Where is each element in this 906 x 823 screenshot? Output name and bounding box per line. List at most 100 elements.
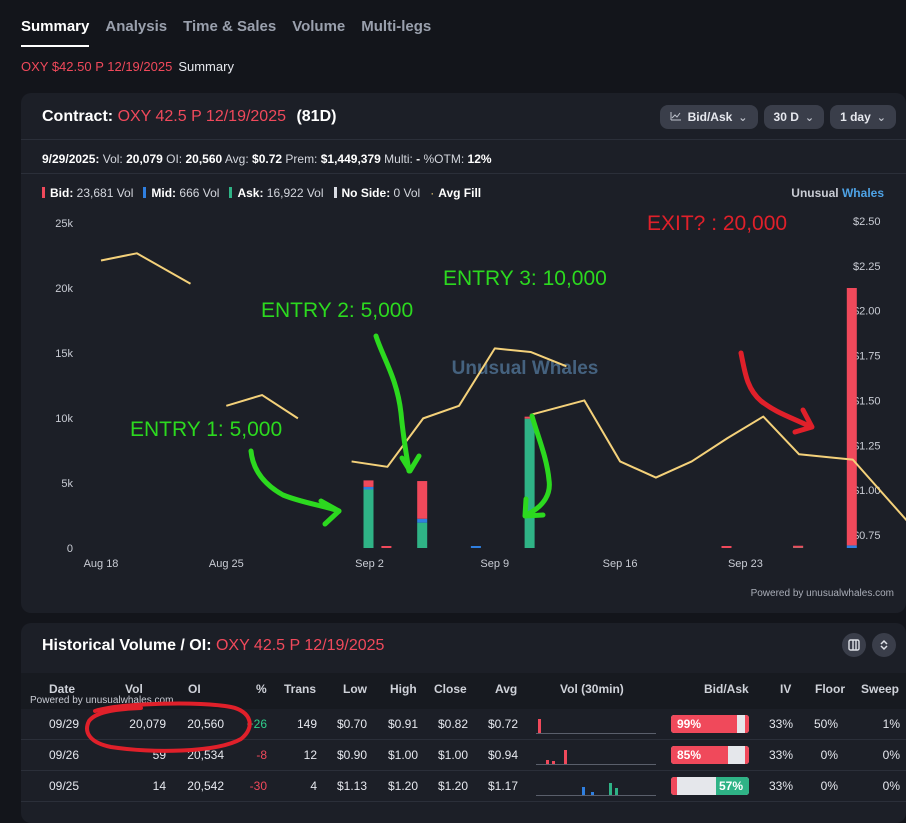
brand-part1: Unusual xyxy=(791,186,839,200)
y-right-tick-label: $2.00 xyxy=(853,306,881,318)
range-label: 30 D xyxy=(773,110,799,124)
col-close[interactable]: Close xyxy=(434,682,467,696)
y-right-tick-label: $1.00 xyxy=(853,485,881,497)
stats-avg-label: Avg: xyxy=(224,152,249,166)
cell-close: $1.00 xyxy=(437,748,468,762)
cell-trans: 12 xyxy=(303,748,317,762)
powered-by[interactable]: Powered by unusualwhales.com xyxy=(750,588,894,599)
legend-ask[interactable]: Ask: 16,922 Vol xyxy=(229,186,324,200)
tab-analysis[interactable]: Analysis xyxy=(105,18,168,35)
legend-bid-swatch xyxy=(42,187,45,198)
tab-multi-legs[interactable]: Multi-legs xyxy=(361,18,432,35)
volume-bar-ask xyxy=(363,489,374,548)
cell-low: $0.70 xyxy=(336,717,367,731)
avg-fill-segment xyxy=(100,252,191,285)
x-tick-label: Sep 2 xyxy=(355,558,384,570)
vol-oi-circle-annotation xyxy=(85,701,252,753)
y-right-tick-label: $2.25 xyxy=(853,261,881,273)
mini-volume-bar xyxy=(564,750,567,764)
y-right-tick-label: $1.75 xyxy=(853,351,881,363)
col-high[interactable]: High xyxy=(390,682,417,696)
col-pct[interactable]: % xyxy=(256,682,267,696)
cell-date: 09/26 xyxy=(49,748,80,762)
col-floor[interactable]: Floor xyxy=(815,682,845,696)
mini-volume-bar xyxy=(552,761,555,764)
hand-annotations: ENTRY 1: 5,000 ENTRY 2: 5,000 ENTRY 3: 1… xyxy=(130,212,815,527)
expand-collapse-icon[interactable] xyxy=(872,633,896,657)
top-tabs: Summary Analysis Time & Sales Volume Mul… xyxy=(21,18,447,47)
col-bidask[interactable]: Bid/Ask xyxy=(704,682,749,696)
volume-bar-mid xyxy=(363,486,374,490)
table-row[interactable]: 09/25 14 20,542 -30 4 $1.13 $1.20 $1.20 $1.17 33%… xyxy=(21,771,906,802)
col-avg[interactable]: Avg xyxy=(495,682,518,696)
bidask-ask-sliver xyxy=(745,746,749,764)
x-tick-label: Sep 9 xyxy=(480,558,509,570)
legend-avgfill-label: Avg Fill xyxy=(438,186,482,200)
mini-volume-bar xyxy=(582,787,585,795)
tab-time-sales[interactable]: Time & Sales xyxy=(183,18,277,35)
cell-low: $0.90 xyxy=(336,748,367,762)
legend-bid-value: 23,681 Vol xyxy=(76,186,134,200)
col-trans[interactable]: Trans xyxy=(284,682,317,696)
legend-mid[interactable]: Mid: 666 Vol xyxy=(143,186,219,200)
interval-dropdown[interactable]: 1 day ⌄ xyxy=(830,105,896,129)
bidask-fill xyxy=(671,746,729,764)
legend-noside[interactable]: No Side: 0 Vol xyxy=(333,186,420,200)
legend-bid[interactable]: Bid: 23,681 Vol xyxy=(42,186,133,200)
col-vol[interactable]: Vol xyxy=(125,682,143,696)
col-sweep[interactable]: Sweep xyxy=(861,682,900,696)
volume-bar-ask xyxy=(417,522,428,548)
cell-avg: $1.17 xyxy=(487,779,518,793)
chevron-down-icon: ⌄ xyxy=(804,111,815,124)
cell-sweep: 1% xyxy=(882,717,900,731)
cell-avg: $0.72 xyxy=(487,717,518,731)
bidask-fill xyxy=(716,777,749,795)
volume-bar-bid xyxy=(381,546,392,548)
stats-avg: $0.72 xyxy=(252,152,283,166)
table-row[interactable]: 09/29 20,079 20,560 +26 149 $0.70 $0.91 $0.82 $0… xyxy=(21,709,906,740)
range-dropdown[interactable]: 30 D ⌄ xyxy=(763,105,825,129)
table-body: 09/29 20,079 20,560 +26 149 $0.70 $0.91 $0.82 $0… xyxy=(21,709,906,802)
legend-ask-value: 16,922 Vol xyxy=(266,186,324,200)
mini-volume-chart xyxy=(536,713,656,734)
cell-floor: 50% xyxy=(813,717,838,731)
col-vol-30min[interactable]: Vol (30min) xyxy=(560,682,624,696)
mini-volume-bar xyxy=(591,792,594,795)
cell-iv: 33% xyxy=(768,779,793,793)
contract-title: Contract: OXY 42.5 P 12/19/2025 (81D) xyxy=(42,108,336,126)
historical-contract: OXY 42.5 P 12/19/2025 xyxy=(215,637,385,654)
breadcrumb-symbol[interactable]: OXY $42.50 P 12/19/2025 xyxy=(21,59,173,74)
col-low[interactable]: Low xyxy=(343,682,367,696)
columns-icon[interactable] xyxy=(842,633,866,657)
breadcrumb: OXY $42.50 P 12/19/2025 Summary xyxy=(21,59,234,74)
col-oi[interactable]: OI xyxy=(188,682,201,696)
bidask-ask-sliver xyxy=(745,715,749,733)
cell-oi: 20,542 xyxy=(187,779,224,793)
bidask-bar: 85% xyxy=(671,746,749,764)
x-tick-label: Sep 16 xyxy=(603,558,638,570)
contract-chart-card: Contract: OXY 42.5 P 12/19/2025 (81D) Bi… xyxy=(21,93,906,613)
volume-bar-bid xyxy=(524,416,535,419)
cell-date: 09/25 xyxy=(49,779,80,793)
cell-iv: 33% xyxy=(768,748,793,762)
bidask-fill xyxy=(671,715,738,733)
tab-summary[interactable]: Summary xyxy=(21,18,90,47)
entry3-arrowhead xyxy=(522,496,546,519)
legend-mid-value: 666 Vol xyxy=(179,186,220,200)
bidask-dropdown[interactable]: Bid/Ask ⌄ xyxy=(659,105,758,129)
contract-dte: (81D) xyxy=(296,108,337,125)
mini-volume-bar xyxy=(615,788,618,795)
cell-close: $0.82 xyxy=(437,717,468,731)
stats-multi: - xyxy=(416,152,421,166)
col-date[interactable]: Date xyxy=(49,682,76,696)
cell-oi: 20,560 xyxy=(187,717,224,731)
legend-avgfill[interactable]: · Avg Fill xyxy=(430,186,481,200)
col-iv[interactable]: IV xyxy=(780,682,792,696)
annotation-entry1: ENTRY 1: 5,000 xyxy=(130,418,282,441)
x-tick-label: Aug 25 xyxy=(209,558,244,570)
cell-chg: -30 xyxy=(249,779,267,793)
cell-sweep: 0% xyxy=(882,748,900,762)
tab-volume[interactable]: Volume xyxy=(292,18,346,35)
table-row[interactable]: 09/26 59 20,534 -8 12 $0.90 $1.00 $1.00 $0.94 33%… xyxy=(21,740,906,771)
cell-low: $1.13 xyxy=(336,779,367,793)
